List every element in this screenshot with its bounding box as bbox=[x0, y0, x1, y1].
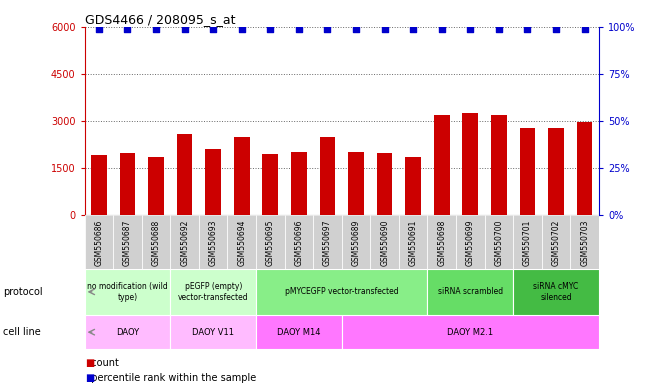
Text: GSM550693: GSM550693 bbox=[209, 219, 217, 266]
Text: GSM550695: GSM550695 bbox=[266, 219, 275, 266]
Text: GSM550686: GSM550686 bbox=[94, 219, 104, 266]
Text: protocol: protocol bbox=[3, 287, 43, 297]
Bar bbox=[256, 269, 428, 315]
Bar bbox=[462, 113, 478, 215]
Point bbox=[265, 26, 275, 32]
Text: siRNA cMYC
silenced: siRNA cMYC silenced bbox=[533, 282, 579, 301]
Text: GSM550691: GSM550691 bbox=[409, 219, 418, 266]
Point bbox=[122, 26, 133, 32]
Text: DAOY M2.1: DAOY M2.1 bbox=[447, 328, 493, 337]
Text: GSM550700: GSM550700 bbox=[494, 219, 503, 266]
Point bbox=[236, 26, 247, 32]
Bar bbox=[484, 215, 513, 269]
Text: no modification (wild
type): no modification (wild type) bbox=[87, 282, 168, 301]
Text: ■: ■ bbox=[85, 373, 94, 383]
Text: DAOY V11: DAOY V11 bbox=[192, 328, 234, 337]
Bar bbox=[227, 215, 256, 269]
Bar bbox=[491, 115, 506, 215]
Text: pEGFP (empty)
vector-transfected: pEGFP (empty) vector-transfected bbox=[178, 282, 249, 301]
Bar bbox=[320, 137, 335, 215]
Bar bbox=[234, 137, 249, 215]
Bar bbox=[434, 115, 450, 215]
Text: GSM550703: GSM550703 bbox=[580, 219, 589, 266]
Bar bbox=[262, 154, 278, 215]
Bar bbox=[199, 215, 227, 269]
Bar bbox=[284, 215, 313, 269]
Point bbox=[551, 26, 561, 32]
Bar bbox=[542, 215, 570, 269]
Text: GSM550699: GSM550699 bbox=[466, 219, 475, 266]
Text: GSM550690: GSM550690 bbox=[380, 219, 389, 266]
Bar bbox=[91, 156, 107, 215]
Point bbox=[579, 26, 590, 32]
Bar bbox=[171, 315, 256, 349]
Point bbox=[208, 26, 219, 32]
Point bbox=[380, 26, 390, 32]
Text: GSM550694: GSM550694 bbox=[237, 219, 246, 266]
Text: count: count bbox=[85, 358, 118, 368]
Point bbox=[351, 26, 361, 32]
Bar bbox=[256, 315, 342, 349]
Bar bbox=[428, 215, 456, 269]
Text: GSM550687: GSM550687 bbox=[123, 219, 132, 266]
Bar bbox=[148, 157, 164, 215]
Bar bbox=[513, 215, 542, 269]
Text: ■: ■ bbox=[85, 358, 94, 368]
Text: percentile rank within the sample: percentile rank within the sample bbox=[85, 373, 256, 383]
Bar bbox=[171, 269, 256, 315]
Bar bbox=[142, 215, 171, 269]
Point bbox=[437, 26, 447, 32]
Bar bbox=[120, 153, 135, 215]
Text: DAOY: DAOY bbox=[116, 328, 139, 337]
Point bbox=[322, 26, 333, 32]
Bar bbox=[113, 215, 142, 269]
Bar bbox=[577, 122, 592, 215]
Bar bbox=[513, 269, 599, 315]
Text: GSM550689: GSM550689 bbox=[352, 219, 361, 266]
Bar bbox=[85, 269, 171, 315]
Text: GSM550701: GSM550701 bbox=[523, 219, 532, 266]
Bar bbox=[519, 129, 535, 215]
Text: siRNA scrambled: siRNA scrambled bbox=[437, 287, 503, 296]
Point bbox=[522, 26, 533, 32]
Bar bbox=[548, 128, 564, 215]
Point bbox=[408, 26, 419, 32]
Point bbox=[151, 26, 161, 32]
Bar bbox=[291, 152, 307, 215]
Text: cell line: cell line bbox=[3, 327, 41, 337]
Bar bbox=[171, 215, 199, 269]
Bar bbox=[456, 215, 484, 269]
Text: GSM550692: GSM550692 bbox=[180, 219, 189, 266]
Point bbox=[180, 26, 190, 32]
Bar bbox=[85, 315, 171, 349]
Bar bbox=[205, 149, 221, 215]
Bar bbox=[177, 134, 193, 215]
Bar bbox=[428, 269, 513, 315]
Bar bbox=[570, 215, 599, 269]
Bar bbox=[370, 215, 399, 269]
Point bbox=[94, 26, 104, 32]
Text: DAOY M14: DAOY M14 bbox=[277, 328, 321, 337]
Bar bbox=[399, 215, 428, 269]
Bar bbox=[85, 215, 113, 269]
Point bbox=[493, 26, 504, 32]
Bar bbox=[313, 215, 342, 269]
Bar bbox=[406, 157, 421, 215]
Text: GSM550698: GSM550698 bbox=[437, 219, 447, 266]
Bar bbox=[256, 215, 284, 269]
Point bbox=[465, 26, 475, 32]
Text: pMYCEGFP vector-transfected: pMYCEGFP vector-transfected bbox=[285, 287, 398, 296]
Text: GSM550688: GSM550688 bbox=[152, 219, 161, 266]
Text: GSM550702: GSM550702 bbox=[551, 219, 561, 266]
Text: GSM550697: GSM550697 bbox=[323, 219, 332, 266]
Bar bbox=[342, 215, 370, 269]
Bar bbox=[342, 315, 599, 349]
Text: GDS4466 / 208095_s_at: GDS4466 / 208095_s_at bbox=[85, 13, 235, 26]
Bar bbox=[348, 152, 364, 215]
Text: GSM550696: GSM550696 bbox=[294, 219, 303, 266]
Bar bbox=[377, 153, 393, 215]
Point bbox=[294, 26, 304, 32]
